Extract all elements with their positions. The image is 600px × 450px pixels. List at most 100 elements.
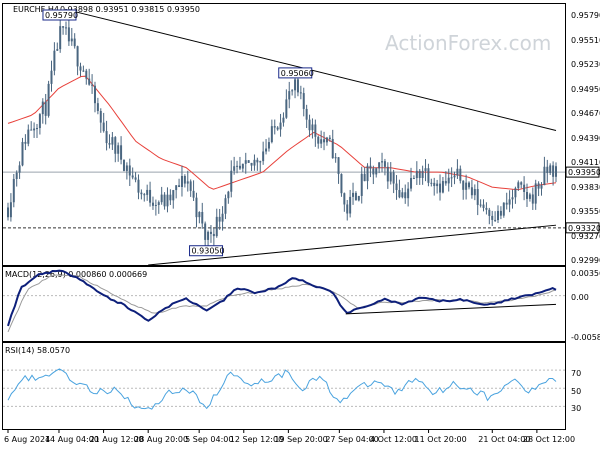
- candle-body: [412, 178, 415, 180]
- candle-body: [47, 83, 50, 116]
- candle-body: [149, 189, 152, 203]
- candle-body: [349, 196, 352, 214]
- candle-body: [491, 215, 494, 220]
- candle-body: [24, 141, 27, 144]
- candle-body: [502, 202, 505, 216]
- candle-body: [157, 202, 160, 205]
- candle-body: [308, 119, 311, 131]
- candle-body: [439, 183, 442, 193]
- candle-body: [105, 131, 108, 144]
- candle-body: [247, 160, 250, 163]
- macd-trendline: [345, 303, 557, 315]
- candle-body: [209, 231, 212, 234]
- reference-lines: [3, 171, 565, 407]
- ohlc-label: 0.93898 0.93951 0.93815 0.93950: [60, 5, 200, 14]
- candle-body: [433, 182, 436, 187]
- candle-body: [59, 26, 62, 50]
- candle-body: [117, 145, 120, 154]
- x-tick-label: 28 Oct 12:00: [523, 435, 575, 444]
- x-axis: 6 Aug 2024 14 Aug 04:00 21 Aug 12:00 28 …: [4, 429, 575, 444]
- candle-body: [99, 110, 102, 123]
- candle-body: [195, 197, 198, 218]
- support-level-box: [565, 222, 600, 234]
- candle-body: [499, 210, 502, 216]
- candle-body: [494, 219, 497, 221]
- candle-body: [143, 194, 146, 196]
- candle-body: [198, 211, 201, 218]
- x-tick-label: 28 Aug 20:00: [134, 435, 188, 444]
- candle-body: [346, 204, 349, 214]
- candle-body: [392, 172, 395, 184]
- rsi-pane-frame: [2, 342, 566, 430]
- rsi-y-axis: 70 50 30: [571, 369, 581, 413]
- candle-body: [497, 210, 500, 221]
- candle-body: [441, 181, 444, 193]
- candle-body: [192, 190, 195, 198]
- candle-body: [363, 173, 366, 182]
- candle-body: [340, 174, 343, 194]
- candle-body: [201, 211, 204, 224]
- rsi-tick: 30: [571, 404, 581, 413]
- candle-body: [73, 38, 76, 47]
- candle-body: [450, 177, 453, 179]
- candle-body: [102, 122, 105, 132]
- annotation-text: 0.93050: [192, 247, 225, 256]
- candle-body: [456, 168, 459, 176]
- annotation-high: 0.95790: [42, 9, 78, 21]
- annotation-low: 0.93050: [189, 245, 225, 257]
- candle-body: [386, 166, 389, 182]
- candle-body: [357, 195, 360, 201]
- candle-body: [401, 192, 404, 198]
- x-tick-label: 21 Oct 04:00: [478, 435, 530, 444]
- candle-body: [172, 190, 175, 201]
- candle-body: [508, 199, 511, 205]
- candle-body: [38, 114, 41, 129]
- candle-body: [488, 209, 491, 216]
- macd-tick: 0.00: [571, 293, 589, 302]
- candle-body: [221, 213, 224, 222]
- candle-body: [146, 189, 149, 195]
- candle-body: [479, 204, 482, 206]
- candle-body: [543, 166, 546, 186]
- candle-body: [354, 192, 357, 201]
- candle-body: [421, 170, 424, 178]
- candle-body: [134, 177, 137, 180]
- candle-body: [383, 161, 386, 167]
- candle-body: [273, 126, 276, 128]
- candle-body: [44, 101, 47, 116]
- candle-body: [238, 165, 241, 169]
- x-tick-label: 4 Oct 12:00: [370, 435, 417, 444]
- candle-body: [482, 204, 485, 208]
- candle-body: [320, 139, 323, 144]
- candle-body: [352, 192, 355, 197]
- candle-body: [50, 70, 53, 84]
- candle-body: [137, 179, 140, 193]
- trendline: [148, 224, 557, 266]
- candle-body: [27, 129, 30, 144]
- candle-body: [404, 192, 407, 199]
- candle-body: [337, 157, 340, 175]
- support-level-text: 0.93320: [568, 224, 600, 233]
- annotation-box: [189, 245, 224, 257]
- candle-body: [331, 138, 334, 159]
- candle-body: [299, 92, 302, 94]
- candle-body: [131, 175, 134, 178]
- candle-body: [64, 27, 67, 29]
- x-tick-label: 27 Sep 04:00: [325, 435, 378, 444]
- candle-body: [520, 182, 523, 185]
- candle-body: [468, 182, 471, 188]
- candle-body: [546, 166, 549, 174]
- candle-body: [140, 192, 143, 195]
- candle-body: [436, 183, 439, 187]
- macd-tick: -0.005805: [571, 333, 600, 342]
- candle-body: [325, 137, 328, 143]
- moving-average-line: [7, 75, 557, 191]
